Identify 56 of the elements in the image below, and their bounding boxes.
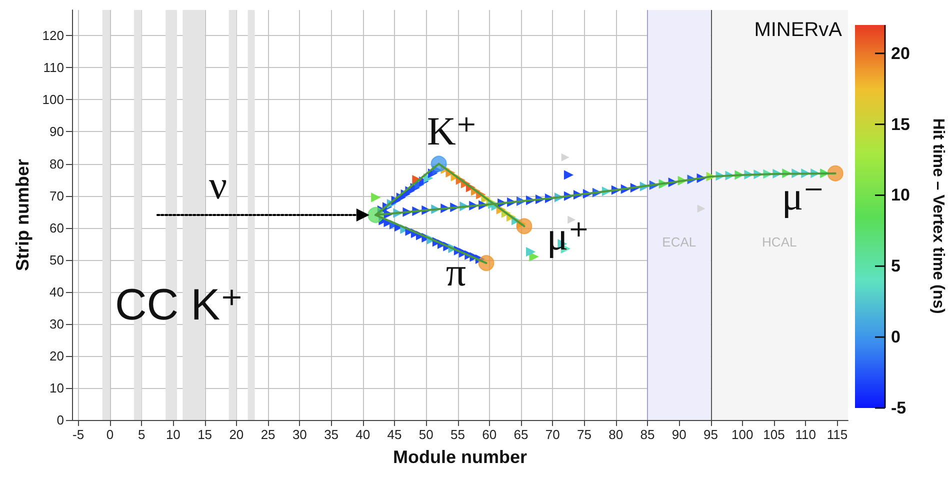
x-tick-label: 15 [198, 427, 212, 442]
y-tick-label: 10 [50, 380, 64, 396]
x-tick-label: 45 [387, 427, 402, 442]
x-tick-label: 75 [577, 427, 592, 442]
annotation: μ⁺ [546, 214, 590, 258]
band-label: HCAL [762, 234, 797, 250]
y-tick-label: 90 [50, 124, 64, 140]
x-tick-label: 60 [482, 427, 497, 442]
x-tick-label: 10 [166, 427, 180, 442]
y-tick-label: 100 [42, 92, 64, 108]
x-tick-label: 115 [826, 427, 848, 442]
x-tick-label: 0 [106, 427, 114, 442]
color-bar-label: 10 [891, 186, 910, 205]
x-tick-label: 55 [450, 427, 466, 442]
x-axis-title: Module number [393, 447, 527, 467]
x-tick-label: 70 [545, 427, 560, 442]
color-bar-label: -5 [891, 398, 906, 418]
y-tick-label: 0 [56, 412, 64, 428]
annotation: K⁺ [427, 108, 477, 154]
x-tick-label: 100 [732, 427, 754, 442]
color-bar-label: 15 [891, 114, 910, 134]
y-tick-label: 30 [50, 316, 64, 332]
x-tick-label: 95 [704, 427, 718, 442]
y-tick-label: 70 [50, 188, 64, 204]
annotation: μ⁻ [782, 174, 824, 218]
y-tick-label: 110 [43, 60, 64, 76]
y-tick-label: 60 [50, 220, 64, 236]
x-tick-label: 110 [795, 427, 816, 442]
x-tick-label: 30 [292, 427, 307, 442]
x-tick-label: 5 [138, 427, 146, 442]
color-bar-label: 0 [891, 328, 900, 347]
y-tick-label: 50 [50, 252, 64, 268]
x-tick-label: 90 [672, 427, 686, 442]
annotation: CC K⁺ [115, 280, 244, 330]
y-tick-label: 120 [42, 28, 64, 44]
x-tick-label: -5 [72, 427, 84, 442]
color-bar-title: Hit time – Vertex time (ns) [930, 118, 946, 314]
x-tick-label: 80 [608, 427, 624, 442]
x-tick-label: 35 [324, 427, 339, 442]
y-tick-label: 20 [50, 348, 64, 364]
x-tick-label: 25 [260, 427, 276, 442]
x-tick-label: 40 [356, 427, 370, 442]
y-tick-label: 80 [50, 156, 64, 172]
x-tick-label: 50 [418, 427, 434, 442]
x-tick-label: 105 [763, 427, 785, 442]
x-tick-label: 85 [640, 427, 655, 442]
y-axis-title: Strip number [12, 158, 32, 272]
band-label: ECAL [662, 234, 696, 250]
x-tick-label: 20 [229, 427, 244, 442]
y-tick-label: 40 [50, 284, 64, 300]
color-bar-label: 5 [891, 256, 900, 276]
annotation: π [446, 250, 466, 294]
annotation: ν [208, 162, 228, 208]
annotation: MINERvA [754, 19, 843, 41]
x-tick-label: 65 [514, 427, 528, 442]
color-bar-label: 20 [891, 44, 910, 63]
